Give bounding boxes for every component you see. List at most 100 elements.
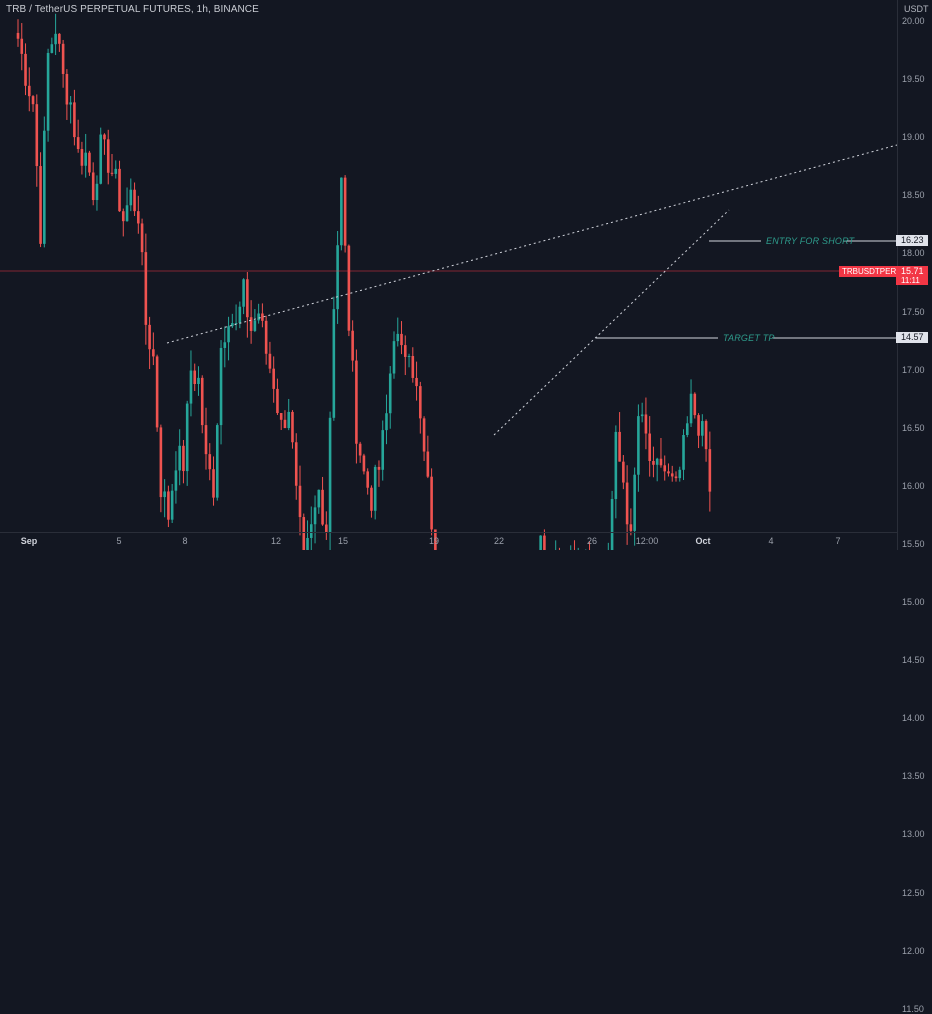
candle-body [298,485,302,518]
candle-body [655,458,659,465]
entry-annotation: ENTRY FOR SHORT [766,236,855,246]
candle-body [430,476,433,530]
candle-body [625,482,629,525]
candle-body [91,172,95,201]
candle-body [137,211,140,224]
price-tick-label: 17.50 [902,306,925,317]
candle-body [73,102,76,138]
price-tick-label: 19.00 [902,132,925,143]
chart-title: TRB / TetherUS PERPETUAL FUTURES, 1h, BI… [6,4,259,15]
price-tick-label: 16.00 [902,480,925,491]
candle-body [287,411,291,429]
candle-body [103,134,106,140]
price-tick-label: 15.50 [902,538,925,549]
candle-body [629,524,633,531]
price-tick-label: 15.00 [902,597,925,607]
time-tick-label: 5 [116,536,122,546]
time-axis-divider [0,532,897,533]
candle-body [415,377,418,387]
candle-body [16,32,20,39]
price-tick-label: 18.50 [902,190,925,201]
candle-body [58,33,61,44]
candle-body [321,489,324,525]
trendline-drawings[interactable] [0,144,898,436]
candle-body [129,189,133,206]
candle-body [261,313,264,321]
candle-body [264,320,268,354]
price-tick-label: 12.00 [902,945,925,956]
candle-body [396,333,400,342]
candle-body [392,341,396,374]
time-tick-label: 22 [493,536,505,546]
candle-body [178,445,181,471]
candle-body [682,434,685,470]
price-tick-label: 14.50 [902,655,925,666]
candle-body [302,517,306,550]
candle-body [27,85,31,97]
candle-body [61,43,65,74]
price-tick-label: 13.00 [902,829,925,840]
candle-body [343,177,347,246]
candle-body [381,430,385,470]
candle-body [249,317,253,331]
candle-body [118,168,121,212]
candle-body [332,309,336,418]
candle-body [689,393,693,424]
candle-body [76,137,80,150]
candle-body [685,423,689,435]
candle-body [543,535,546,550]
candle-body [358,443,362,456]
candle-body [20,38,24,54]
candle-body [46,52,50,131]
candle-body [336,245,339,310]
candle-body [276,388,279,414]
candle-body [670,473,674,477]
candle-body [403,345,407,357]
symbol-tag: TRBUSDTPERP [839,266,905,277]
candle-body [43,130,46,244]
candle-body [610,499,614,550]
time-tick-label: 7 [835,536,841,546]
candle-body [652,461,655,465]
candle-body [121,211,125,222]
price-tick-label: 20.00 [902,16,925,26]
price-tick-label: 17.00 [902,364,925,375]
candle-body [189,370,193,404]
candle-body [328,417,332,533]
candle-body [65,73,69,105]
time-tick-label: 12:00 [635,536,659,546]
upper-trendline [166,144,898,344]
candle-body [351,330,354,361]
candle-body [674,476,678,479]
candle-body [434,529,437,550]
candle-body [411,356,415,378]
candle-body [279,413,283,420]
candle-body [204,425,208,455]
candle-body [31,96,35,105]
time-tick-label: 12 [270,536,282,546]
candle-body [253,320,257,331]
candle-body [272,368,275,389]
candle-body [148,324,151,350]
candle-body [355,360,358,444]
price-tick-label: 18.00 [902,248,925,259]
candle-body [246,279,249,318]
price-chart[interactable] [0,0,932,550]
candle-body [159,427,163,498]
current-price-tag: 15.71 11:11 [896,266,928,285]
candle-body [35,104,39,167]
candle-body [426,451,430,477]
candle-body [385,413,388,431]
price-axis-unit: USDT [904,4,929,14]
candle-body [317,489,321,508]
current-price-value: 15.71 [901,266,924,276]
candle-body [193,370,197,384]
time-tick-label: Oct [695,536,711,546]
candle-body [678,469,682,479]
candle-body [313,507,317,525]
price-tick-label: 19.50 [902,74,925,85]
entry-price-tag: 16.23 [896,235,928,246]
price-tick-label: 12.50 [902,887,925,898]
candle-body [88,152,91,173]
candle-body [325,524,328,533]
